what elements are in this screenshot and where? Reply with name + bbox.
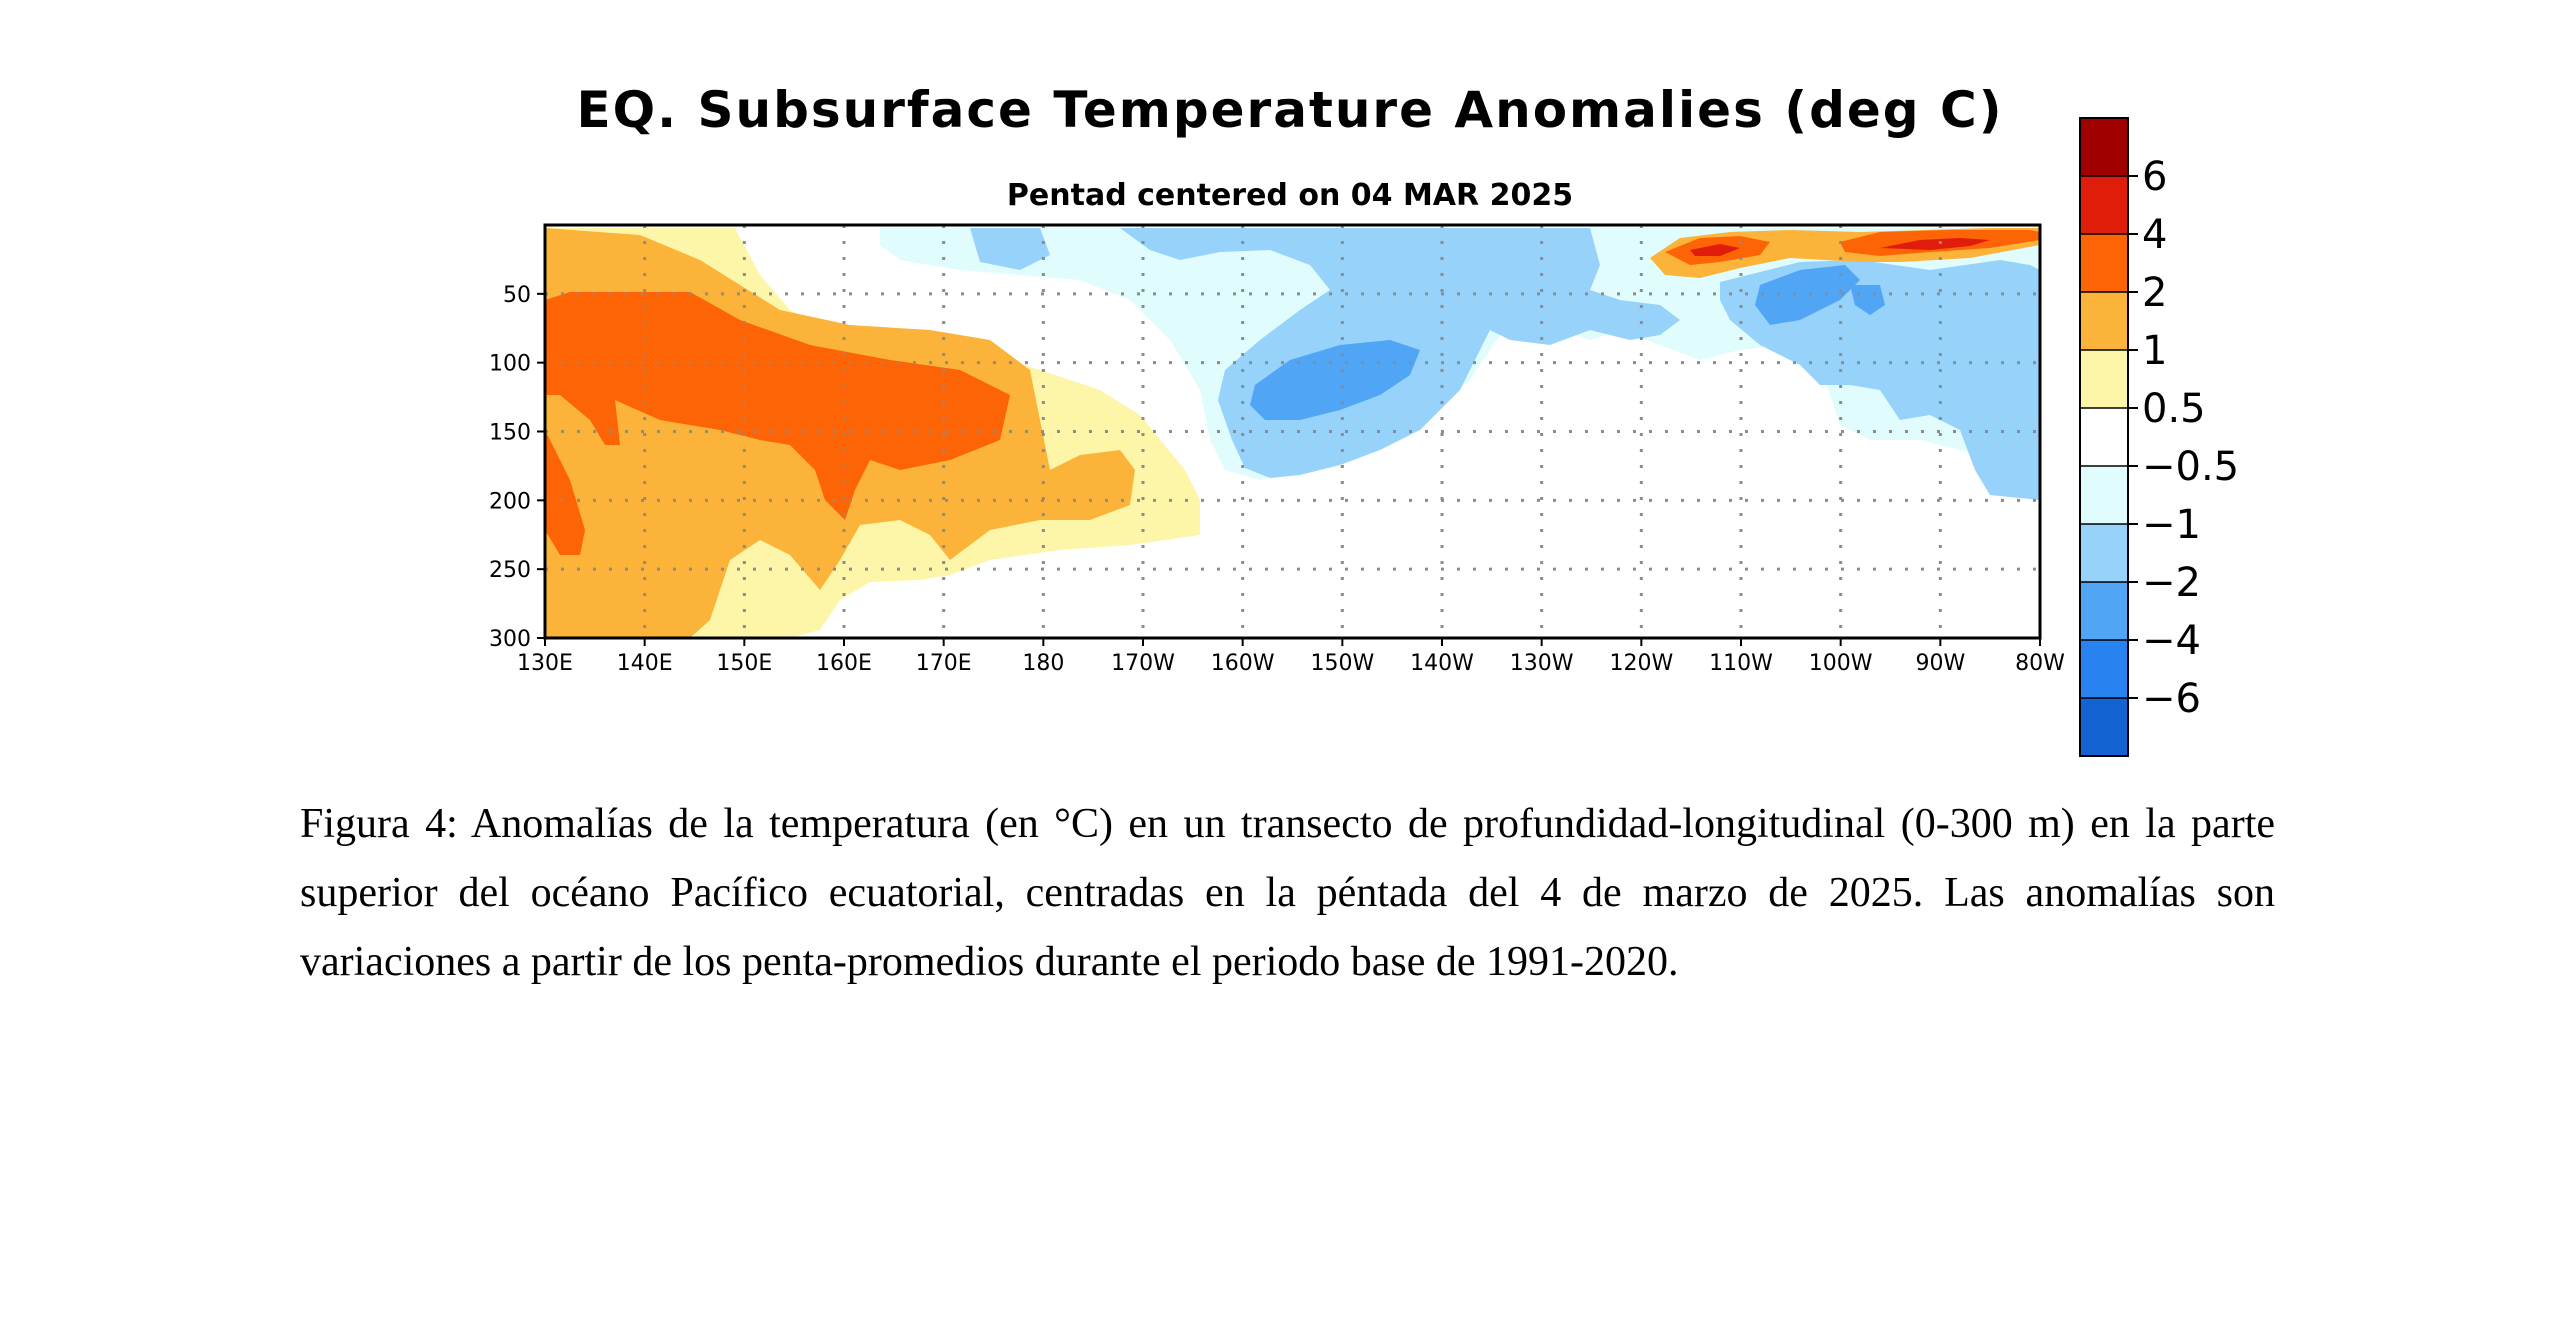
x-tick-label: 80W xyxy=(2015,651,2065,676)
x-tick-label: 130E xyxy=(517,651,573,676)
colorbar-swatch xyxy=(2080,640,2128,698)
colorbar-label: 6 xyxy=(2142,154,2167,200)
colorbar-swatch xyxy=(2080,408,2128,466)
anomaly-region-east-warm-4 xyxy=(1690,238,1990,256)
colorbar-swatch xyxy=(2080,292,2128,350)
y-tick-label: 50 xyxy=(503,283,531,308)
y-tick-label: 250 xyxy=(489,558,531,583)
x-tick-label: 150E xyxy=(716,651,772,676)
x-tick-label: 90W xyxy=(1915,651,1965,676)
colorbar-swatch xyxy=(2080,466,2128,524)
x-tick-label: 170E xyxy=(916,651,972,676)
chart-title: EQ. Subsurface Temperature Anomalies (de… xyxy=(576,81,2003,139)
y-tick-label: 200 xyxy=(489,489,531,514)
temperature-anomaly-figure: EQ. Subsurface Temperature Anomalies (de… xyxy=(489,81,2239,757)
x-tick-label: 160W xyxy=(1211,651,1275,676)
colorbar: 6 4 2 1 0.5 −0.5 −1 −2 −4 −6 xyxy=(2079,117,2239,757)
colorbar-swatch xyxy=(2080,582,2128,640)
y-tick-label: 100 xyxy=(489,352,531,377)
x-tick-label: 120W xyxy=(1609,651,1673,676)
colorbar-label: 4 xyxy=(2142,212,2167,258)
colorbar-label: −1 xyxy=(2142,502,2201,548)
colorbar-label: 1 xyxy=(2142,328,2167,374)
colorbar-frame xyxy=(2079,117,2129,757)
x-tick-label: 180 xyxy=(1022,651,1064,676)
x-tick-label: 150W xyxy=(1310,651,1374,676)
colorbar-swatch xyxy=(2080,350,2128,408)
x-tick-label: 160E xyxy=(816,651,872,676)
colorbar-swatch xyxy=(2080,698,2128,756)
y-axis: 50 100 150 200 250 300 xyxy=(489,283,545,652)
x-tick-label: 140E xyxy=(617,651,673,676)
colorbar-swatch xyxy=(2080,176,2128,234)
chart-subtitle: Pentad centered on 04 MAR 2025 xyxy=(1007,178,1573,213)
anomaly-region-cool-2 xyxy=(1250,265,1885,420)
x-tick-label: 130W xyxy=(1510,651,1574,676)
colorbar-label: 2 xyxy=(2142,270,2167,316)
colorbar-label: 0.5 xyxy=(2142,386,2206,432)
x-axis: 130E 140E 150E 160E 170E 180 170W 160W 150W 140W 1… xyxy=(517,638,2065,676)
y-tick-label: 300 xyxy=(489,627,531,652)
colorbar-label: −0.5 xyxy=(2142,444,2239,490)
colorbar-label: −4 xyxy=(2142,618,2201,664)
colorbar-label: −6 xyxy=(2142,676,2201,722)
plot-area: 130E 140E 150E 160E 170E 180 170W 160W 150W 140W 1… xyxy=(489,223,2065,676)
anomaly-region-warm-2 xyxy=(545,292,1010,555)
x-tick-label: 170W xyxy=(1111,651,1175,676)
x-tick-label: 110W xyxy=(1709,651,1773,676)
colorbar-swatch xyxy=(2080,234,2128,292)
anomaly-field xyxy=(545,228,2040,638)
x-tick-label: 140W xyxy=(1410,651,1474,676)
colorbar-label: −2 xyxy=(2142,560,2201,606)
y-tick-label: 150 xyxy=(489,421,531,446)
colorbar-swatch xyxy=(2080,524,2128,582)
x-tick-label: 100W xyxy=(1809,651,1873,676)
figure-caption: Figura 4: Anomalías de la temperatura (e… xyxy=(300,801,2275,985)
colorbar-swatch xyxy=(2080,118,2128,176)
